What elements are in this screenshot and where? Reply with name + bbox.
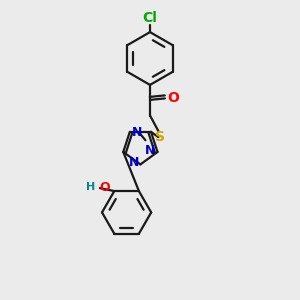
- Text: N: N: [132, 126, 142, 139]
- Text: S: S: [155, 130, 165, 144]
- Text: Cl: Cl: [142, 11, 158, 25]
- Text: H: H: [86, 182, 95, 193]
- Text: O: O: [167, 92, 179, 105]
- Text: N: N: [129, 156, 139, 170]
- Text: N: N: [145, 144, 155, 157]
- Text: O: O: [99, 181, 110, 194]
